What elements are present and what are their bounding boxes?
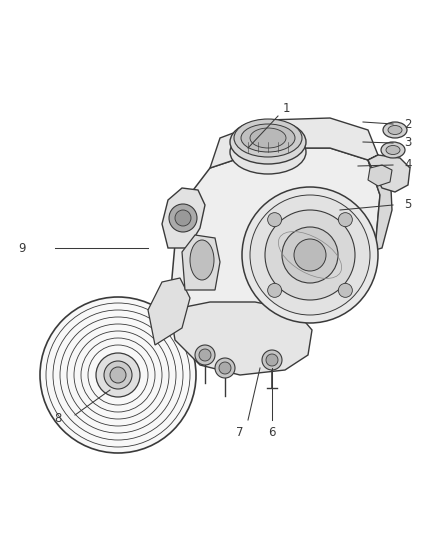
Ellipse shape <box>104 361 132 389</box>
Ellipse shape <box>241 124 295 152</box>
Text: 6: 6 <box>268 425 276 439</box>
Text: 8: 8 <box>54 411 62 424</box>
Ellipse shape <box>230 130 306 174</box>
Text: 9: 9 <box>18 241 26 254</box>
Ellipse shape <box>96 353 140 397</box>
Ellipse shape <box>242 187 378 323</box>
Ellipse shape <box>250 128 286 148</box>
Ellipse shape <box>219 362 231 374</box>
Text: 2: 2 <box>404 117 412 131</box>
Ellipse shape <box>381 142 405 158</box>
Ellipse shape <box>383 122 407 138</box>
Ellipse shape <box>386 146 400 155</box>
Text: 1: 1 <box>282 101 290 115</box>
Polygon shape <box>368 155 392 250</box>
Ellipse shape <box>234 119 302 157</box>
Ellipse shape <box>40 297 196 453</box>
Ellipse shape <box>195 345 215 365</box>
Polygon shape <box>148 278 190 345</box>
Polygon shape <box>368 165 392 186</box>
Ellipse shape <box>230 120 306 164</box>
Text: 7: 7 <box>236 425 244 439</box>
Ellipse shape <box>175 210 191 226</box>
Ellipse shape <box>262 350 282 370</box>
Ellipse shape <box>388 125 402 134</box>
Ellipse shape <box>266 354 278 366</box>
Polygon shape <box>170 148 380 330</box>
Ellipse shape <box>190 240 214 280</box>
Ellipse shape <box>215 358 235 378</box>
Ellipse shape <box>268 213 282 227</box>
Text: 4: 4 <box>404 158 412 172</box>
Ellipse shape <box>199 349 211 361</box>
Ellipse shape <box>110 367 126 383</box>
Ellipse shape <box>339 284 352 297</box>
Ellipse shape <box>339 213 352 227</box>
Text: 5: 5 <box>404 198 412 212</box>
Ellipse shape <box>169 204 197 232</box>
Ellipse shape <box>268 284 282 297</box>
Ellipse shape <box>265 210 355 300</box>
Polygon shape <box>182 235 220 290</box>
Text: 3: 3 <box>404 136 412 149</box>
Polygon shape <box>210 118 378 168</box>
Polygon shape <box>170 302 312 375</box>
Ellipse shape <box>250 195 370 315</box>
Ellipse shape <box>282 227 338 283</box>
Ellipse shape <box>294 239 326 271</box>
Polygon shape <box>162 188 205 248</box>
Polygon shape <box>368 155 410 192</box>
